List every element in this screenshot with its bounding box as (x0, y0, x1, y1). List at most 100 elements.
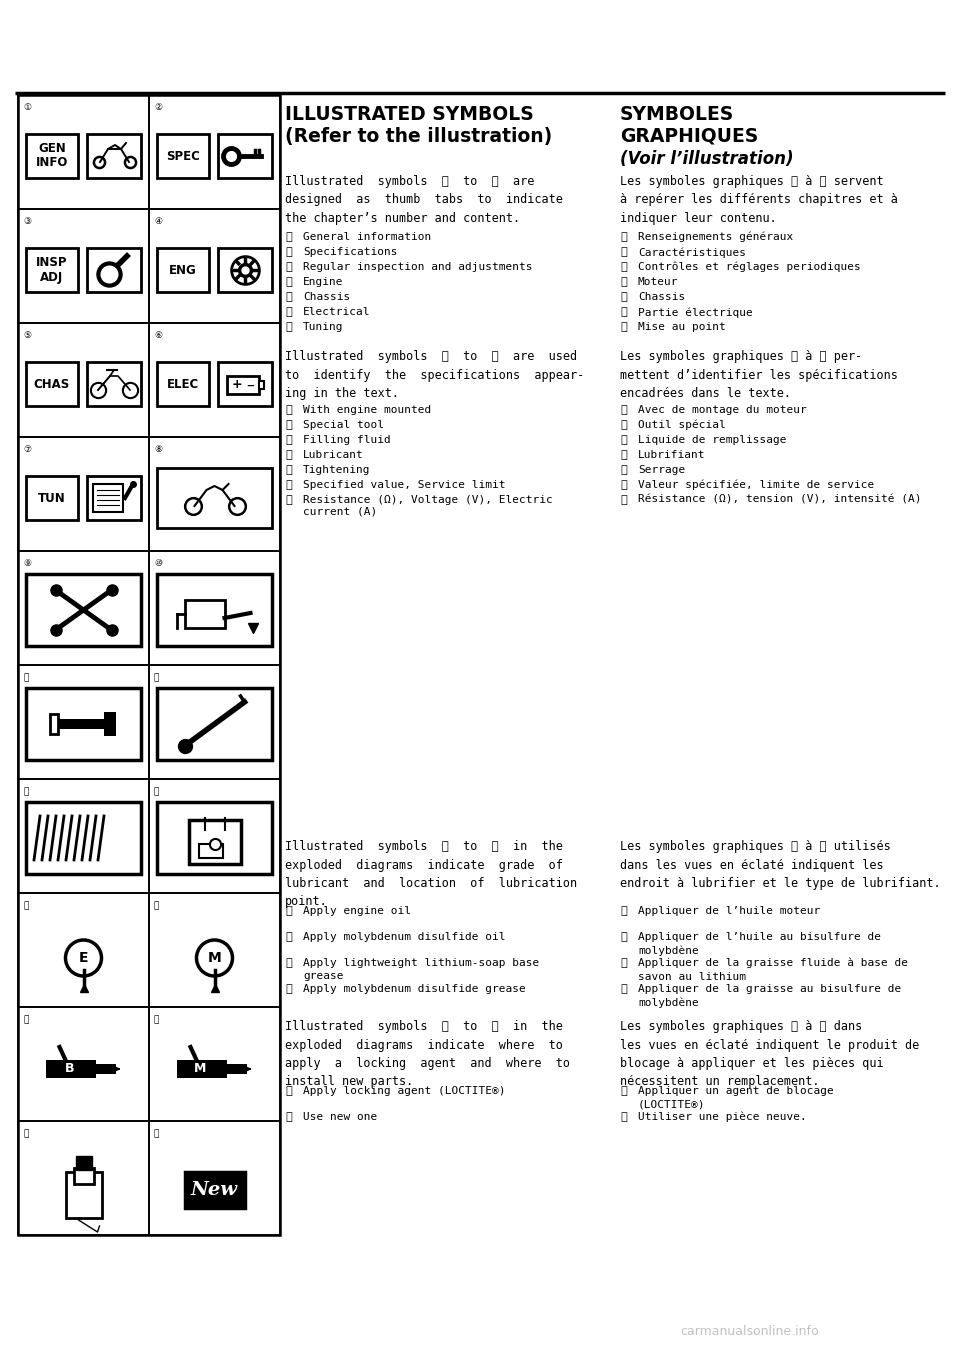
Bar (218, 363, 272, 406)
Text: Outil spécial: Outil spécial (638, 420, 726, 430)
Text: ⑱: ⑱ (620, 985, 627, 994)
Text: Illustrated  symbols  ⑧  to  ⑭  are  used
to  identify  the  specifications  app: Illustrated symbols ⑧ to ⑭ are used to i… (285, 350, 585, 401)
Text: ⑯: ⑯ (154, 902, 159, 910)
Bar (26, 574, 141, 646)
Text: M: M (194, 1062, 206, 1076)
Text: Apply molybdenum disulfide oil: Apply molybdenum disulfide oil (303, 932, 506, 942)
Text: ⑮: ⑮ (23, 902, 29, 910)
Text: ⑭: ⑭ (285, 496, 292, 505)
Bar (18, 665, 149, 779)
Text: ⑳: ⑳ (154, 1130, 159, 1138)
Text: ⑫: ⑫ (285, 464, 292, 475)
Bar (157, 363, 209, 406)
Text: Illustrated  symbols  ⑳  to  ⒳  in  the
exploded  diagrams  indicate  where  to
: Illustrated symbols ⑳ to ⒳ in the explod… (285, 1020, 570, 1089)
Text: Serrage: Serrage (638, 464, 685, 475)
Text: CHAS: CHAS (34, 378, 70, 391)
Text: ②: ② (154, 103, 162, 113)
Text: ⑲: ⑲ (620, 1086, 627, 1096)
Bar (26, 134, 78, 178)
Text: GRAPHIQUES: GRAPHIQUES (620, 128, 758, 147)
Circle shape (65, 940, 102, 976)
Bar (149, 437, 280, 551)
Text: ⑤: ⑤ (285, 292, 292, 301)
Text: ①: ① (285, 232, 292, 242)
Bar (93, 483, 123, 512)
Text: ⑨: ⑨ (620, 420, 627, 430)
Text: ①: ① (23, 103, 31, 113)
Text: Apply molybdenum disulfide grease: Apply molybdenum disulfide grease (303, 985, 526, 994)
Text: INSP
ADJ: INSP ADJ (36, 257, 68, 284)
Text: ENG: ENG (169, 263, 197, 277)
Circle shape (197, 940, 232, 976)
Text: ⑦: ⑦ (620, 322, 627, 331)
Bar (18, 894, 149, 1008)
Text: ⑰: ⑰ (620, 957, 627, 968)
Text: Specified value, Service limit: Specified value, Service limit (303, 479, 506, 490)
Text: ⑱: ⑱ (154, 1016, 159, 1024)
Bar (104, 712, 115, 736)
Text: Regular inspection and adjustments: Regular inspection and adjustments (303, 262, 533, 272)
Bar (149, 323, 280, 437)
Text: ⑧: ⑧ (620, 405, 627, 416)
Text: Contrôles et réglages periodiques: Contrôles et réglages periodiques (638, 262, 861, 273)
Bar (87, 249, 141, 292)
Bar (18, 1120, 149, 1234)
Text: General information: General information (303, 232, 431, 242)
Text: ③: ③ (285, 262, 292, 272)
Text: ⑩: ⑩ (620, 435, 627, 445)
Text: ③: ③ (23, 217, 31, 227)
Bar (95, 1065, 115, 1074)
Text: ⑬: ⑬ (23, 788, 29, 797)
Bar (177, 1061, 227, 1078)
Bar (184, 1172, 245, 1209)
Text: ⑭: ⑭ (620, 496, 627, 505)
Bar (87, 363, 141, 406)
Bar (26, 477, 78, 520)
Text: –: – (246, 378, 253, 392)
Text: Les symboles graphiques ⑧ à ⑭ per-
mettent d’identifier les spécifications
encad: Les symboles graphiques ⑧ à ⑭ per- mette… (620, 350, 898, 401)
Text: Les symboles graphiques ① à ⑦ servent
à repérer les différents chapitres et à
in: Les symboles graphiques ① à ⑦ servent à … (620, 175, 898, 225)
Text: Liquide de remplissage: Liquide de remplissage (638, 435, 786, 445)
Text: Tightening: Tightening (303, 464, 371, 475)
Text: Appliquer de l’huile moteur: Appliquer de l’huile moteur (638, 906, 820, 917)
Bar (157, 574, 272, 646)
Text: ⑮: ⑮ (620, 906, 627, 917)
Text: ⑤: ⑤ (23, 331, 31, 341)
Text: ⑳: ⑳ (285, 1112, 292, 1122)
Text: Specifications: Specifications (303, 247, 397, 257)
Text: SYMBOLES: SYMBOLES (620, 105, 734, 124)
Text: ⑤: ⑤ (620, 292, 627, 301)
Bar (18, 95, 149, 209)
Text: Resistance (Ω), Voltage (V), Electric
current (A): Resistance (Ω), Voltage (V), Electric cu… (303, 496, 553, 516)
Text: With engine mounted: With engine mounted (303, 405, 431, 416)
Bar (18, 779, 149, 894)
Bar (199, 845, 223, 858)
Text: E: E (79, 951, 88, 966)
Text: Appliquer de la graisse au bisulfure de
molybdène: Appliquer de la graisse au bisulfure de … (638, 985, 901, 1008)
Bar (65, 1172, 102, 1218)
Text: ⑰: ⑰ (285, 957, 292, 968)
Text: ⑥: ⑥ (620, 307, 627, 316)
Text: Chassis: Chassis (303, 292, 350, 301)
Text: GEN
INFO: GEN INFO (36, 143, 68, 170)
Bar (227, 1065, 247, 1074)
Text: ⑪: ⑪ (285, 449, 292, 460)
Bar (259, 382, 264, 388)
Text: ⑦: ⑦ (23, 445, 31, 455)
Bar (149, 551, 280, 665)
Text: SPEC: SPEC (166, 149, 200, 163)
Text: Avec de montage du moteur: Avec de montage du moteur (638, 405, 806, 416)
Text: Lubrifiant: Lubrifiant (638, 449, 706, 460)
Text: ⑮: ⑮ (285, 906, 292, 917)
Text: ⑭: ⑭ (154, 788, 159, 797)
Text: ⑱: ⑱ (285, 985, 292, 994)
Text: ⑯: ⑯ (285, 932, 292, 942)
Bar (157, 249, 209, 292)
Bar (157, 803, 272, 875)
Text: B: B (64, 1062, 74, 1076)
Bar (50, 714, 58, 735)
Bar (149, 1120, 280, 1234)
Bar (74, 1168, 93, 1184)
Text: (Refer to the illustration): (Refer to the illustration) (285, 128, 552, 147)
Text: Caractéristiques: Caractéristiques (638, 247, 746, 258)
